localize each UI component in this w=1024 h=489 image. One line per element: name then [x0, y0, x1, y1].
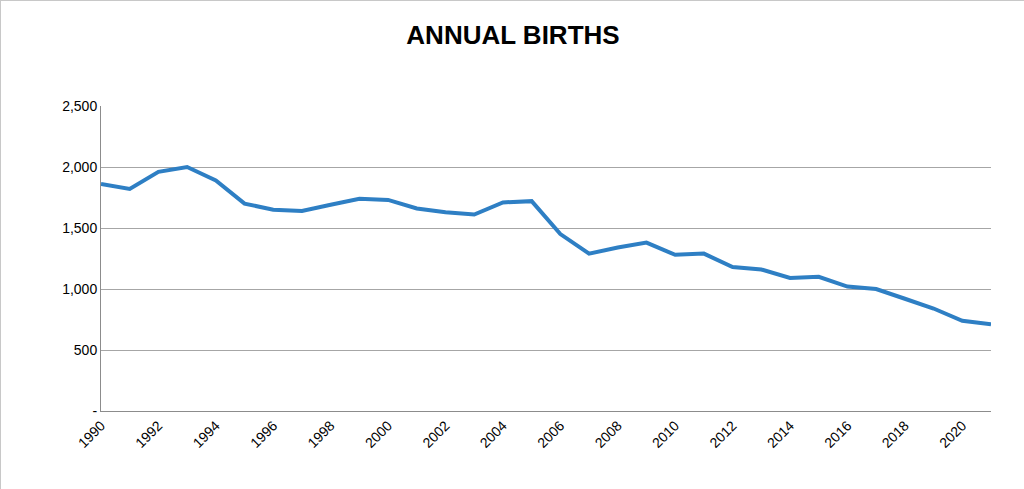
svg-text:2010: 2010 — [649, 417, 682, 450]
svg-text:2000: 2000 — [362, 417, 395, 450]
svg-text:2012: 2012 — [706, 417, 739, 450]
svg-text:1992: 1992 — [132, 417, 165, 450]
svg-text:2002: 2002 — [419, 417, 452, 450]
svg-text:2008: 2008 — [591, 417, 624, 450]
svg-text:1990: 1990 — [75, 417, 108, 450]
svg-text:1996: 1996 — [247, 417, 280, 450]
svg-text:1,500: 1,500 — [62, 220, 97, 236]
svg-text:2,500: 2,500 — [62, 98, 97, 114]
svg-text:2020: 2020 — [936, 417, 969, 450]
svg-text:2016: 2016 — [821, 417, 854, 450]
svg-text:2014: 2014 — [764, 417, 797, 450]
svg-text:500: 500 — [74, 342, 98, 358]
svg-text:-: - — [93, 403, 98, 419]
svg-text:1,000: 1,000 — [62, 281, 97, 297]
svg-text:1994: 1994 — [190, 417, 223, 450]
svg-text:2,000: 2,000 — [62, 159, 97, 175]
svg-text:2006: 2006 — [534, 417, 567, 450]
svg-text:1998: 1998 — [304, 417, 337, 450]
svg-text:2004: 2004 — [477, 417, 510, 450]
svg-text:ANNUAL BIRTHS: ANNUAL BIRTHS — [406, 20, 619, 50]
svg-text:2018: 2018 — [879, 417, 912, 450]
